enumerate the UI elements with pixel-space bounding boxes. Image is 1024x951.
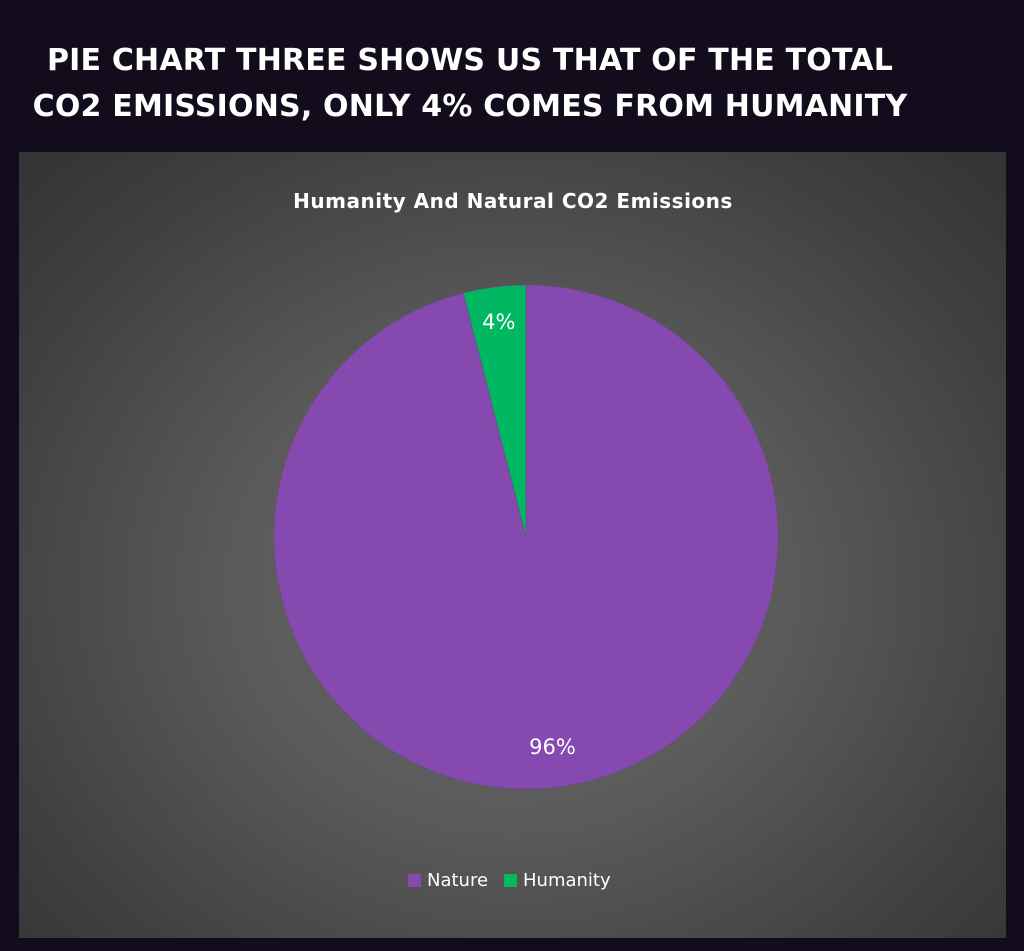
pie-chart: Humanity And Natural CO2 Emissions 96% 4%…: [273, 189, 779, 891]
legend-swatch-humanity: [504, 874, 517, 887]
headline: PIE CHART THREE SHOWS US THAT OF THE TOT…: [0, 38, 940, 130]
legend-label-nature: Nature: [427, 870, 488, 891]
chart-legend: Nature Humanity: [408, 870, 611, 891]
pie-label-nature: 96%: [529, 735, 576, 759]
chart-panel: Humanity And Natural CO2 Emissions 96% 4%…: [19, 152, 1006, 938]
pie-label-humanity: 4%: [482, 310, 515, 334]
headline-line-1: PIE CHART THREE SHOWS US THAT OF THE TOT…: [46, 43, 894, 78]
pie-slices: [273, 284, 779, 790]
headline-line-2: CO2 EMISSIONS, ONLY 4% COMES FROM HUMANI…: [32, 89, 908, 124]
legend-label-humanity: Humanity: [523, 870, 611, 891]
pie-slice-humanity: [462, 284, 527, 538]
chart-title: Humanity And Natural CO2 Emissions: [293, 189, 733, 213]
legend-swatch-nature: [408, 874, 421, 887]
pie-slice-labels: 96% 4%: [482, 310, 576, 759]
